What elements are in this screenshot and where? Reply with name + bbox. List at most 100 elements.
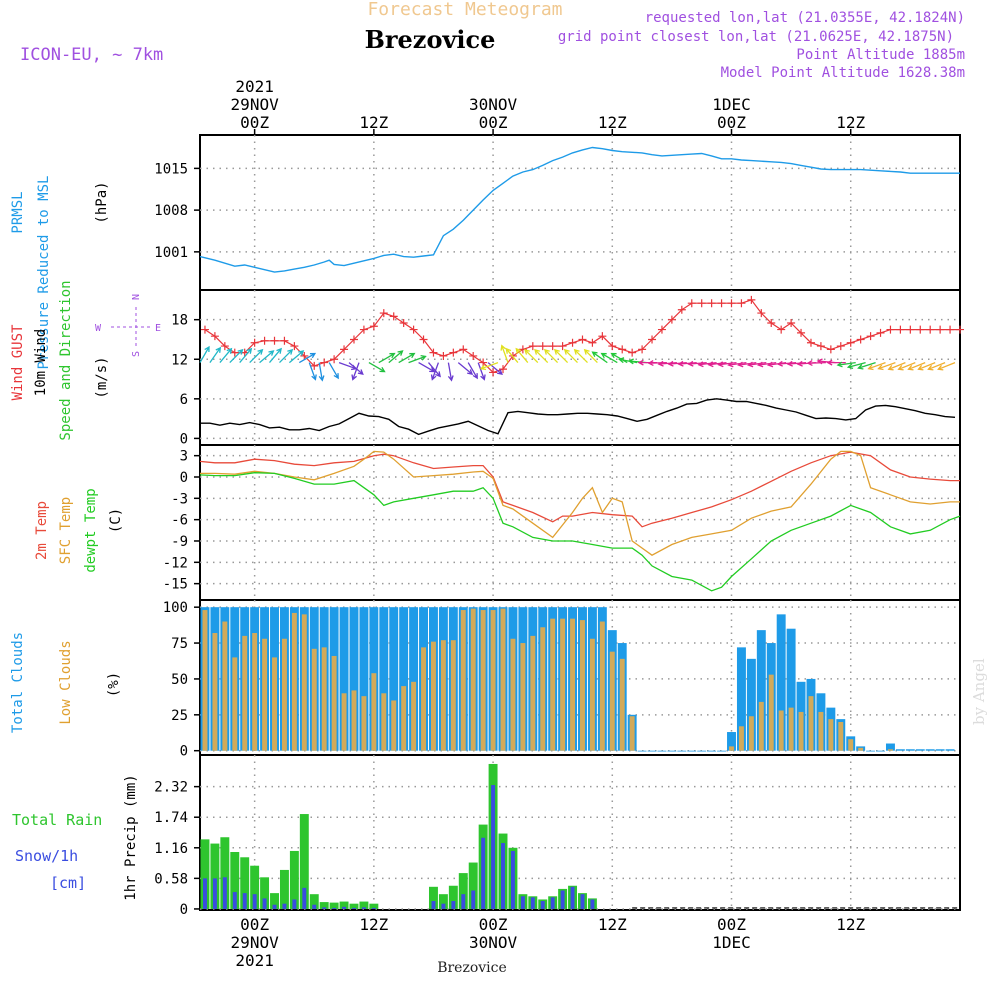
wind-direction-arrow	[907, 361, 926, 371]
snow-bar	[540, 901, 545, 909]
total-cloud-bar	[895, 749, 905, 751]
top-time-label: 00Z	[717, 113, 746, 132]
gust-marker	[657, 325, 666, 334]
y-tick-label: -15	[163, 577, 188, 593]
gust-marker	[697, 299, 706, 308]
wind-direction-arrow	[348, 362, 364, 375]
rain-bar	[250, 865, 260, 909]
snow-bar	[342, 906, 347, 909]
gust-marker	[320, 358, 329, 367]
low-cloud-bar	[738, 726, 744, 751]
total-cloud-bar	[866, 750, 876, 752]
axis-label-direction: Speed and Direction	[58, 280, 74, 440]
low-cloud-bar	[629, 716, 635, 751]
gust-marker	[210, 332, 219, 341]
axis-label-low-clouds: Low Clouds	[58, 640, 74, 724]
gust-marker	[956, 325, 964, 334]
low-cloud-bar	[748, 716, 754, 751]
bottom-time-label: 00Z	[240, 915, 269, 934]
wind-direction-arrow	[563, 348, 578, 364]
total-cloud-bar	[687, 750, 697, 752]
low-cloud-bar	[321, 647, 327, 751]
panel-5: 0 0.58 1.16 1.74 2.32 Total Rain Snow/1h [cm] 1h…	[12, 754, 961, 918]
wind-direction-arrow	[524, 348, 539, 364]
low-cloud-bar	[371, 673, 377, 751]
wind-direction-arrow	[298, 352, 317, 364]
snow-bar	[510, 850, 515, 909]
wind-direction-arrow	[239, 347, 253, 364]
snow-bar	[232, 892, 237, 909]
snow-bar	[282, 903, 287, 909]
axis-unit-hpa: (hPa)	[94, 181, 110, 223]
gust-marker	[349, 335, 358, 344]
wind-direction-arrow	[428, 362, 441, 378]
y-tick-label: 0	[180, 431, 188, 447]
wind-direction-arrow	[657, 360, 677, 367]
total-cloud-bar	[876, 750, 885, 752]
snow-bar	[560, 890, 565, 909]
y-tick-label: 50	[171, 672, 188, 688]
low-cloud-bar	[470, 608, 476, 751]
rain-bar	[289, 850, 299, 909]
total-cloud-bar	[677, 750, 687, 752]
gust-marker	[886, 325, 895, 334]
snow-bar	[322, 907, 327, 909]
gust-marker	[330, 355, 339, 364]
total-cloud-bar	[647, 750, 657, 752]
wind-direction-arrow	[487, 362, 503, 375]
low-cloud-bar	[331, 655, 337, 751]
gust-marker	[946, 325, 955, 334]
gust-marker	[250, 338, 259, 347]
low-cloud-bar	[619, 658, 625, 751]
wind-direction-arrow	[199, 345, 210, 363]
total-cloud-bar	[915, 749, 925, 751]
low-cloud-bar	[828, 719, 834, 751]
gust-marker	[797, 328, 806, 337]
axis-label-sfc-temp: SFC Temp	[58, 497, 74, 564]
total-cloud-bar	[885, 743, 895, 751]
total-cloud-bar	[727, 732, 736, 751]
gust-marker	[489, 368, 498, 377]
wind-direction-arrow	[351, 362, 360, 381]
wind-direction-arrow	[430, 362, 440, 381]
rain-bar	[428, 886, 438, 909]
gust-marker	[290, 342, 299, 351]
wind-direction-arrow	[786, 360, 807, 367]
rain-bar	[200, 839, 210, 909]
low-cloud-bar	[411, 681, 417, 751]
low-cloud-bar	[381, 693, 387, 751]
rain-bar	[468, 862, 478, 909]
total-cloud-bar	[389, 607, 399, 751]
model-altitude: Model Point Altitude 1628.38m	[721, 65, 965, 81]
low-cloud-bar	[758, 701, 764, 751]
snow-bar	[242, 893, 247, 909]
footer-location: Brezovice	[437, 960, 507, 976]
wind-direction-arrow	[766, 361, 787, 368]
gust-marker	[747, 295, 756, 304]
low-cloud-bar	[838, 721, 844, 751]
gust-marker	[836, 342, 845, 351]
gust-marker	[777, 325, 786, 334]
compass-north: N	[131, 294, 142, 300]
wind-direction-arrow	[534, 348, 549, 364]
wind-direction-arrow	[937, 361, 956, 371]
low-cloud-bar	[550, 618, 556, 751]
total-cloud-bar	[736, 647, 746, 751]
low-cloud-bar	[262, 638, 268, 751]
low-cloud-bar	[242, 635, 248, 751]
low-cloud-bar	[391, 700, 397, 751]
rain-bar	[279, 869, 289, 909]
snow-bar	[590, 899, 595, 909]
location-title: Brezovice	[365, 25, 496, 54]
wind-direction-arrow	[887, 361, 906, 371]
low-cloud-bar	[530, 635, 536, 751]
wind-direction-arrow	[667, 360, 687, 367]
low-cloud-bar	[599, 621, 605, 751]
wind-direction-arrow	[600, 352, 618, 364]
gust-marker	[767, 318, 776, 327]
snow-bar	[272, 904, 277, 909]
wind-direction-arrow	[259, 350, 275, 364]
rain-bar	[458, 873, 468, 909]
temp-temp-line	[199, 451, 960, 528]
bottom-time-label: 00Z	[717, 915, 746, 934]
